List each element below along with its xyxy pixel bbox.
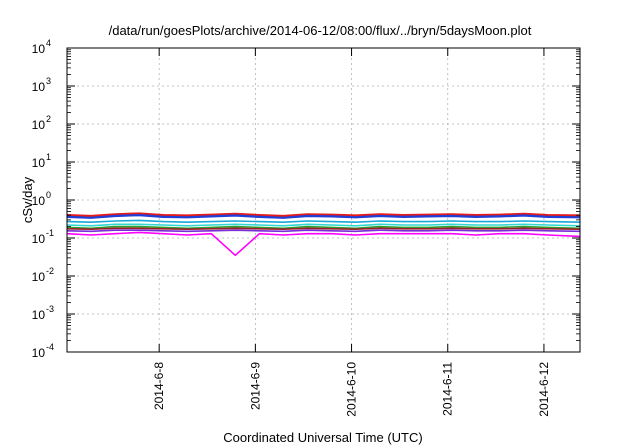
series-line-4 bbox=[66, 223, 581, 227]
series-line-6 bbox=[66, 227, 581, 230]
series-line-3 bbox=[66, 219, 581, 223]
y-tick-label: 10 2 bbox=[32, 114, 51, 132]
y-tick-base: 10 bbox=[32, 308, 46, 322]
y-tick-base: 10 bbox=[32, 156, 46, 170]
x-tick-label: 2014-6-10 bbox=[345, 362, 359, 417]
x-axis-label: Coordinated Universal Time (UTC) bbox=[223, 430, 422, 445]
y-tick-base: 10 bbox=[32, 232, 46, 246]
y-axis-label: cSv/day bbox=[20, 176, 35, 223]
series-line-5 bbox=[66, 225, 581, 230]
series-line-8 bbox=[66, 231, 581, 257]
y-tick-exponent: -1 bbox=[46, 228, 54, 238]
x-tick-label: 2014-6-9 bbox=[248, 362, 262, 410]
y-tick-exponent: 2 bbox=[46, 114, 51, 124]
y-tick-label: 10 -4 bbox=[32, 342, 54, 360]
y-tick-exponent: -4 bbox=[46, 342, 54, 352]
y-tick-label: 10 4 bbox=[32, 38, 51, 56]
y-tick-label: 10 0 bbox=[32, 190, 51, 208]
y-tick-exponent: 1 bbox=[46, 152, 51, 162]
series-group bbox=[66, 212, 581, 257]
grid bbox=[67, 48, 580, 352]
y-tick-exponent: 4 bbox=[46, 38, 51, 48]
y-tick-base: 10 bbox=[32, 80, 46, 94]
y-tick-base: 10 bbox=[32, 270, 46, 284]
x-tick-label: 2014-6-11 bbox=[441, 362, 455, 416]
y-tick-exponent: 3 bbox=[46, 76, 51, 86]
y-tick-exponent: -3 bbox=[46, 304, 54, 314]
y-tick-base: 10 bbox=[32, 194, 46, 208]
y-tick-base: 10 bbox=[32, 118, 46, 132]
y-tick-label: 10 -2 bbox=[32, 266, 54, 284]
y-tick-label: 10 -1 bbox=[32, 228, 54, 246]
series-line-7 bbox=[66, 229, 581, 233]
y-tick-base: 10 bbox=[32, 42, 46, 56]
y-tick-exponent: -2 bbox=[46, 266, 54, 276]
y-tick-label: 10 3 bbox=[32, 76, 51, 94]
x-tick-label: 2014-6-12 bbox=[537, 362, 551, 417]
x-axis: 2014-6-8 2014-6-9 2014-6-10 2014-6-11 2014-6… bbox=[152, 48, 551, 417]
series-line-2 bbox=[66, 214, 581, 219]
series-line-1 bbox=[66, 212, 581, 218]
x-tick-label: 2014-6-8 bbox=[152, 362, 166, 410]
y-tick-label: 10 1 bbox=[32, 152, 51, 170]
y-tick-label: 10 -3 bbox=[32, 304, 54, 322]
y-tick-exponent: 0 bbox=[46, 190, 51, 200]
chart-title: /data/run/goesPlots/archive/2014-06-12/0… bbox=[109, 23, 532, 38]
y-tick-base: 10 bbox=[32, 346, 46, 360]
